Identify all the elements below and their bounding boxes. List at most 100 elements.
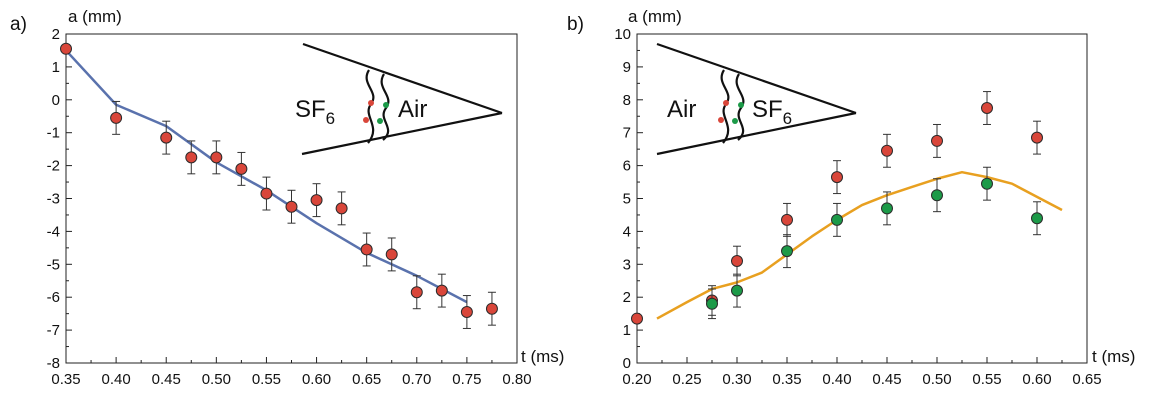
inset-b-wedge-bottom [656, 111, 857, 156]
data-point-red [185, 151, 198, 164]
fit-line [656, 170, 1063, 320]
data-point-red [731, 255, 743, 268]
data-point-green [881, 202, 893, 215]
x-tick-label: 0.70 [402, 371, 431, 388]
data-point-red [260, 187, 273, 200]
x-tick-label: 0.25 [672, 371, 701, 388]
data-point-red [410, 286, 423, 299]
y-tick-label: -1 [47, 125, 60, 142]
data-point-red [310, 194, 323, 207]
data-point-red [631, 312, 643, 325]
x-tick-label: 0.45 [872, 371, 901, 388]
data-point-red [781, 213, 793, 226]
data-point-green [981, 177, 993, 190]
x-tick-label: 0.55 [972, 371, 1001, 388]
inset-a-right-label: Air [398, 96, 427, 123]
x-tick-label: 0.80 [502, 371, 531, 388]
data-point-green [781, 245, 793, 258]
inset-a-marker-green-2 [377, 118, 383, 124]
inset-b-right-text: SF [752, 96, 783, 123]
x-tick-label: 0.35 [772, 371, 801, 388]
panel-a-xlabel: t (ms) [521, 347, 564, 366]
y-tick-label: 9 [623, 59, 631, 76]
y-tick-label: 8 [623, 92, 631, 109]
data-point-red [931, 134, 943, 147]
panel-b-yticks: 0 1 2 3 4 5 6 7 8 9 10 [614, 26, 643, 372]
inset-a-left-subscript: 6 [326, 109, 335, 128]
data-point-green [731, 284, 743, 297]
data-point-green [1031, 212, 1043, 225]
panel-a-xticks: 0.35 0.40 0.45 0.50 0.55 0.60 0.65 0.70 0.75 0.80 [51, 357, 532, 388]
inset-a-left-text: SF [295, 96, 326, 123]
data-point-red [210, 151, 223, 164]
data-point-red [1031, 131, 1043, 144]
data-point-red [831, 171, 843, 184]
inset-b-marker-red-2 [718, 117, 724, 123]
panel-a-inset: SF6 Air [295, 42, 503, 156]
y-tick-label: 1 [52, 59, 60, 76]
y-tick-label: -8 [47, 355, 60, 372]
data-point-red [435, 284, 448, 297]
inset-a-wedge-bottom [301, 111, 503, 156]
panel-a-yticks: -8 -7 -6 -5 -4 -3 -2 -1 0 1 2 [47, 26, 72, 372]
inset-b-marker-red-1 [723, 100, 729, 106]
data-point-red [285, 200, 298, 213]
x-tick-label: 0.40 [102, 371, 131, 388]
inset-a-interface-left [365, 69, 375, 144]
inset-b-right-label: SF6 [752, 96, 792, 128]
y-tick-label: -7 [47, 322, 60, 339]
data-point-red [981, 102, 993, 115]
y-tick-label: 10 [614, 26, 631, 43]
y-tick-label: 7 [623, 125, 631, 142]
x-tick-label: 0.40 [822, 371, 851, 388]
x-tick-label: 0.65 [352, 371, 381, 388]
x-tick-label: 0.20 [622, 371, 651, 388]
x-tick-label: 0.65 [1072, 371, 1101, 388]
inset-a-wedge-top [302, 42, 503, 115]
data-point-red [110, 111, 123, 124]
y-tick-label: 2 [52, 26, 60, 43]
panel-b-xticks: 0.20 0.25 0.30 0.35 0.40 0.45 0.50 0.55 0.60 0.65 [622, 357, 1102, 388]
panel-a: a) a (mm) t (ms) 0.35 0.40 0.45 0.50 0.55 0.6… [10, 7, 564, 388]
data-point-red [160, 131, 173, 144]
inset-a-left-label: SF6 [295, 96, 335, 128]
data-point-green [831, 213, 843, 226]
x-tick-label: 0.60 [302, 371, 331, 388]
y-tick-label: -6 [47, 289, 60, 306]
x-tick-label: 0.55 [252, 371, 281, 388]
y-tick-label: -3 [47, 191, 60, 208]
panel-b-label: b) [567, 14, 584, 35]
inset-b-interface-left [720, 69, 730, 144]
inset-a-marker-red-2 [363, 117, 369, 123]
y-tick-label: 3 [623, 256, 631, 273]
y-tick-label: -2 [47, 158, 60, 175]
data-point-red [460, 306, 473, 319]
panel-b-inset: Air SF6 [656, 42, 857, 156]
data-point-red [335, 202, 348, 215]
data-point-red [881, 144, 893, 157]
y-tick-label: -5 [47, 256, 60, 273]
data-point-green [706, 297, 718, 310]
x-tick-label: 0.60 [1022, 371, 1051, 388]
x-tick-label: 0.30 [722, 371, 751, 388]
y-tick-label: 1 [623, 322, 631, 339]
panel-a-marks [60, 42, 498, 329]
data-point-red [235, 162, 248, 175]
y-tick-label: -4 [47, 223, 60, 240]
panel-b-ylabel: a (mm) [628, 7, 682, 26]
x-tick-label: 0.75 [452, 371, 481, 388]
data-point-red [485, 302, 498, 315]
data-point-red [385, 248, 398, 261]
inset-b-right-subscript: 6 [783, 109, 792, 128]
data-point-green [931, 189, 943, 202]
inset-a-marker-green-1 [383, 102, 389, 108]
fit-line [65, 49, 468, 304]
inset-b-left-label: Air [667, 96, 696, 123]
y-tick-label: 4 [623, 223, 631, 240]
panel-b-xlabel: t (ms) [1092, 347, 1135, 366]
panel-b-marks [631, 91, 1063, 325]
x-tick-label: 0.35 [51, 371, 80, 388]
y-tick-label: 0 [52, 92, 60, 109]
panel-b-plot-frame [636, 33, 1088, 364]
